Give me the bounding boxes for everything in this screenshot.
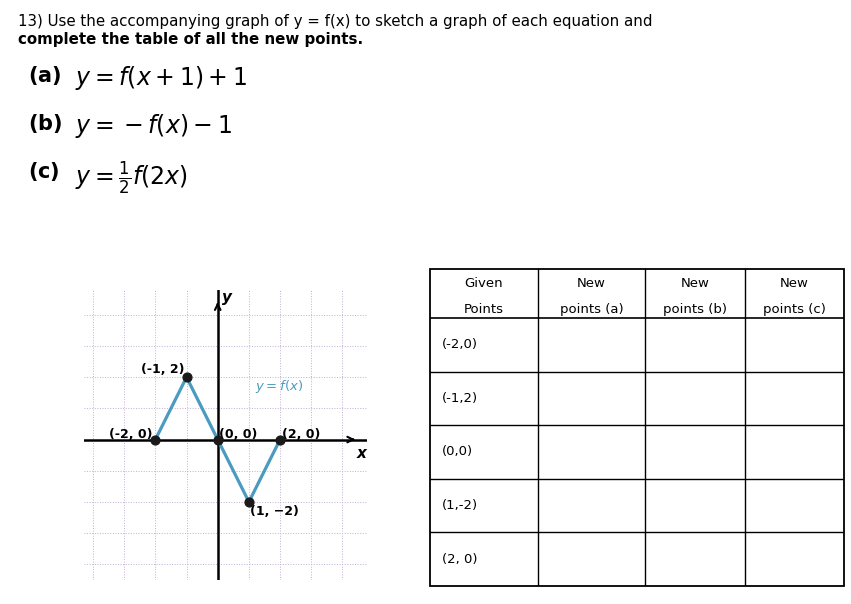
Text: (1, −2): (1, −2) — [250, 505, 300, 518]
Text: (2, 0): (2, 0) — [443, 553, 477, 565]
Text: 13) Use the accompanying graph of y = f(x) to sketch a graph of each equation an: 13) Use the accompanying graph of y = f(… — [18, 14, 653, 29]
Text: (-1, 2): (-1, 2) — [141, 362, 185, 376]
Text: complete the table of all the new points.: complete the table of all the new points… — [18, 32, 363, 47]
Point — [180, 373, 193, 382]
Text: New: New — [681, 277, 710, 291]
Text: $\mathbf{(c)}$: $\mathbf{(c)}$ — [28, 160, 60, 183]
Text: (-1,2): (-1,2) — [443, 392, 478, 405]
Text: points (a): points (a) — [560, 303, 623, 316]
Point — [242, 497, 255, 507]
Text: (0,0): (0,0) — [443, 445, 473, 458]
Text: $y=f(x)$: $y=f(x)$ — [255, 378, 303, 395]
Point — [149, 435, 163, 445]
Text: points (b): points (b) — [663, 303, 727, 316]
Text: Given: Given — [465, 277, 503, 291]
Text: $\mathbf{(b)}$: $\mathbf{(b)}$ — [28, 112, 62, 135]
Text: (2, 0): (2, 0) — [282, 428, 320, 442]
Text: $y = -f(x)-1$: $y = -f(x)-1$ — [75, 112, 232, 140]
Text: $y = \frac{1}{2}f(2x)$: $y = \frac{1}{2}f(2x)$ — [75, 160, 188, 198]
Text: Points: Points — [464, 303, 504, 316]
Text: (-2,0): (-2,0) — [443, 338, 478, 351]
Text: New: New — [577, 277, 606, 291]
Text: (-2, 0): (-2, 0) — [109, 428, 152, 442]
Text: y: y — [222, 290, 232, 305]
Text: points (c): points (c) — [763, 303, 826, 316]
Point — [273, 435, 287, 445]
Point — [211, 435, 225, 445]
Text: New: New — [780, 277, 809, 291]
Text: x: x — [357, 446, 366, 461]
Text: (0, 0): (0, 0) — [220, 428, 258, 442]
Text: $\mathbf{(a)}$: $\mathbf{(a)}$ — [28, 64, 61, 87]
Text: (1,-2): (1,-2) — [443, 499, 478, 512]
Text: $y = f(x+1)+1$: $y = f(x+1)+1$ — [75, 64, 247, 92]
